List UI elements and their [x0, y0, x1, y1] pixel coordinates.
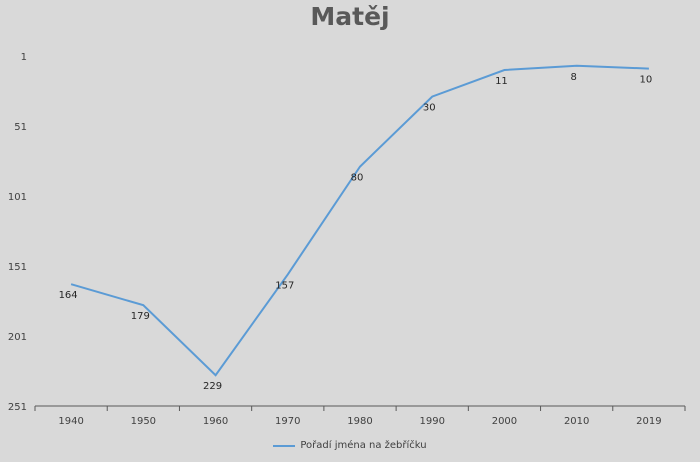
x-tick-label: 1960 — [203, 416, 228, 427]
x-axis-ticks: 1940 1950 1960 1970 1980 1990 2000 2010 2019 — [34, 406, 686, 427]
legend: Pořadí jména na žebříčku — [0, 440, 700, 451]
y-tick-label: 251 — [8, 402, 27, 413]
x-tick-label: 1940 — [58, 416, 83, 427]
x-tick-label: 2000 — [492, 416, 517, 427]
y-tick-label: 201 — [8, 332, 27, 343]
x-tick-label: 1970 — [275, 416, 300, 427]
y-tick-label: 101 — [8, 192, 27, 203]
data-label: 164 — [59, 290, 78, 301]
x-tick-label: 2019 — [636, 416, 661, 427]
y-tick-label: 151 — [8, 262, 27, 273]
x-tick-label: 2010 — [564, 416, 589, 427]
data-label: 10 — [640, 75, 653, 86]
data-label: 11 — [495, 76, 508, 87]
data-labels: 164 179 229 157 80 30 11 8 10 — [59, 72, 653, 392]
data-label: 80 — [351, 173, 364, 184]
y-tick-label: 51 — [14, 122, 27, 133]
data-label: 229 — [203, 381, 222, 392]
data-label: 30 — [423, 103, 436, 114]
y-tick-label: 1 — [21, 52, 27, 63]
data-label: 8 — [570, 72, 576, 83]
chart-title: Matěj — [310, 2, 390, 31]
series-line — [70, 64, 649, 377]
data-label: 157 — [275, 280, 294, 291]
legend-line-swatch — [273, 444, 296, 447]
x-tick-label: 1950 — [131, 416, 156, 427]
x-tick-label: 1990 — [419, 416, 444, 427]
legend-label: Pořadí jména na žebříčku — [300, 440, 427, 451]
x-tick-label: 1980 — [347, 416, 372, 427]
data-label: 179 — [131, 311, 150, 322]
